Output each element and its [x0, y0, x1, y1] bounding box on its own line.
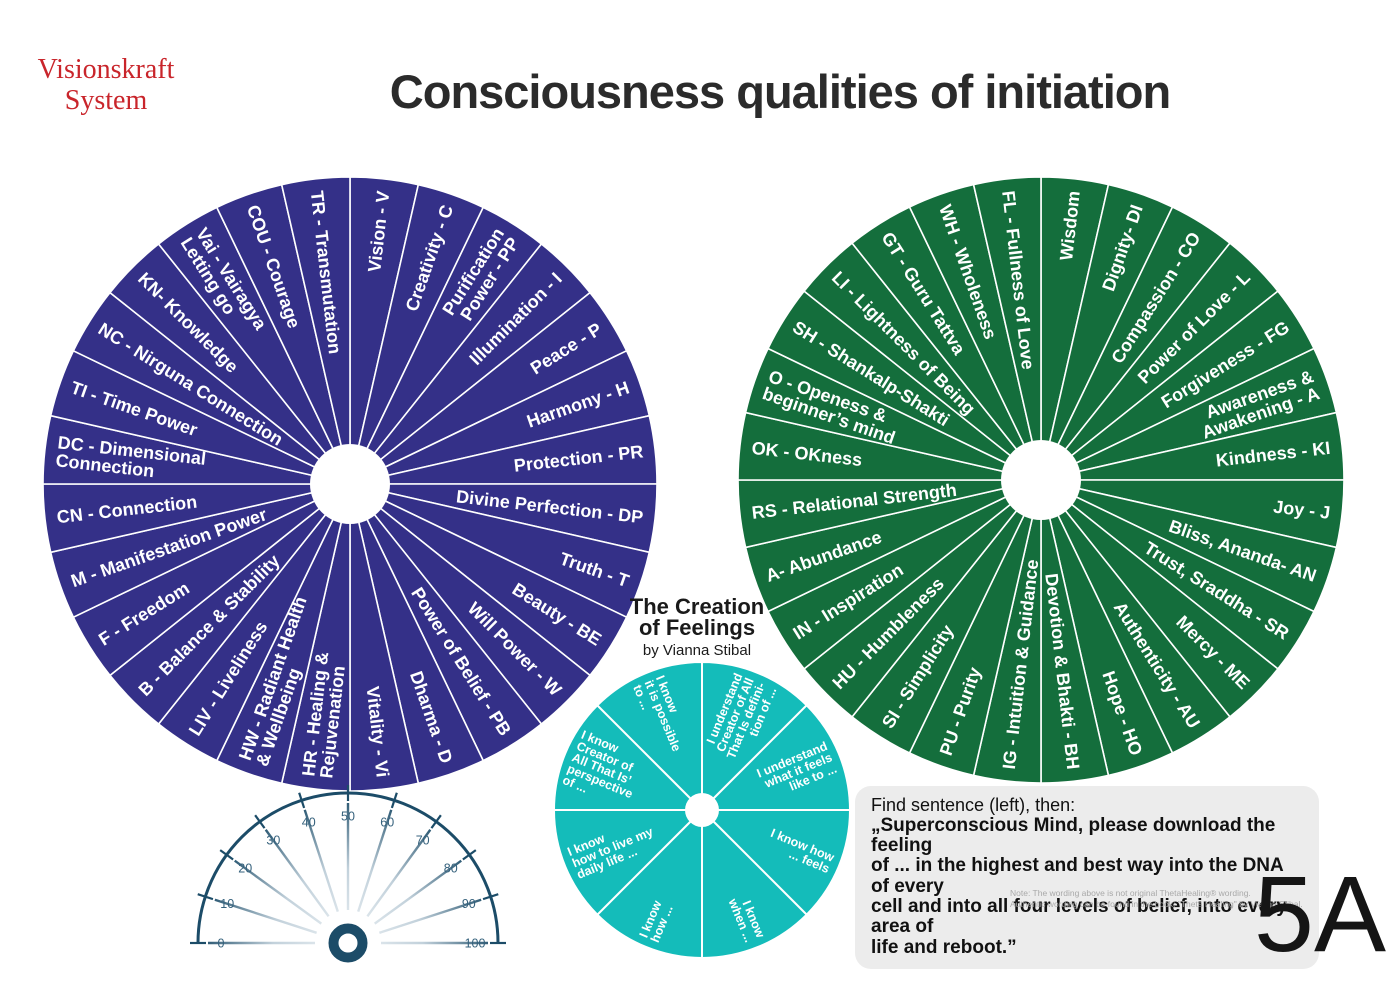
svg-text:50: 50: [341, 809, 355, 823]
svg-text:60: 60: [380, 816, 394, 830]
wheel-teal: I understandCreator of AllThat Is defini…: [552, 660, 852, 960]
svg-text:30: 30: [266, 834, 280, 848]
footnote-line2: Authentic wording can be found in the bo…: [1010, 899, 1303, 910]
svg-text:80: 80: [444, 862, 458, 876]
brand-logo-line1: Visionskraft: [37, 54, 175, 85]
feelings-byline: by Vianna Stibal: [642, 641, 752, 659]
pendulum-scale: 0 10 20 30 40 50 60 70 80 90 100: [190, 785, 506, 963]
svg-text:70: 70: [416, 834, 430, 848]
page-number: 5A: [1253, 853, 1386, 974]
svg-text:90: 90: [462, 897, 476, 911]
svg-text:10: 10: [220, 897, 234, 911]
feelings-title-line2: of Feelings: [638, 614, 756, 640]
instruction-box: Find sentence (left), then: „Superconsci…: [855, 786, 1319, 969]
svg-text:20: 20: [238, 862, 252, 876]
svg-text:I knowCreator ofAll That Is’pe: I knowCreator ofAll That Is’perspectiveo…: [560, 728, 648, 813]
footnote-line1: Note: The wording above is not original …: [1010, 888, 1251, 898]
brand-logo: Visionskraft System: [20, 54, 192, 117]
instruction-intro: Find sentence (left), then:: [871, 795, 1076, 815]
footnote: Note: The wording above is not original …: [1010, 888, 1303, 911]
brand-logo-line2: System: [64, 85, 148, 117]
page-title: Consciousness qualities of initiation: [389, 65, 1171, 118]
svg-text:100: 100: [465, 936, 486, 950]
wheel-blue: Vision - V Creativity - CPurificationPowe…: [42, 176, 658, 792]
svg-text:40: 40: [302, 816, 316, 830]
feelings-heading: The Creation of Feelings by Vianna Stiba…: [603, 594, 791, 659]
svg-text:0: 0: [218, 936, 225, 950]
instruction-quote: „Superconscious Mind, please download th…: [871, 814, 1287, 958]
feelings-title-line1: The Creation: [629, 594, 765, 619]
